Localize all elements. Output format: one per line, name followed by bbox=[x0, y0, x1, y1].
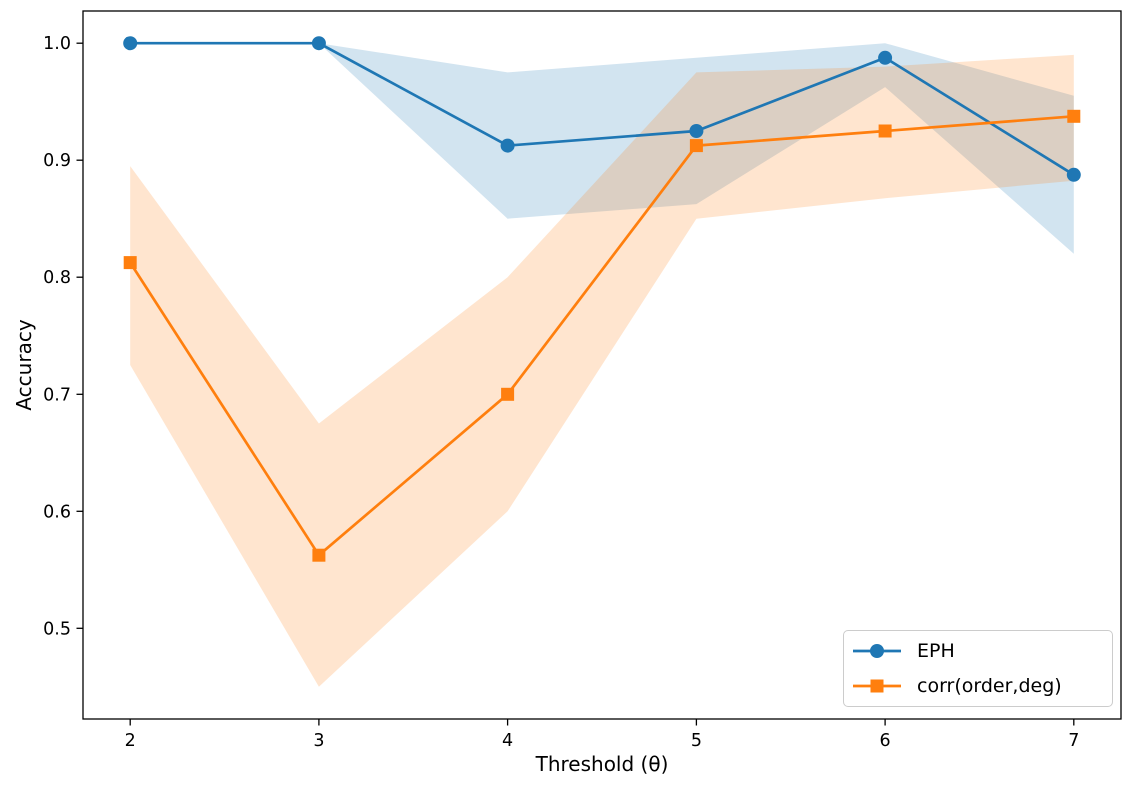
marker-corr(order,deg) bbox=[878, 124, 892, 138]
y-tick-label: 1.0 bbox=[43, 34, 71, 54]
line-EPH bbox=[128, 41, 1076, 177]
y-axis-label: Accuracy bbox=[12, 319, 36, 411]
marker-corr(order,deg) bbox=[312, 548, 326, 562]
y-tick-label: 0.8 bbox=[43, 268, 71, 288]
x-tick-label: 6 bbox=[880, 731, 891, 751]
legend-item: EPH bbox=[852, 638, 1112, 664]
band-corr(order,deg) bbox=[130, 54, 1074, 687]
marker-EPH bbox=[500, 138, 515, 153]
legend-circle-sample bbox=[853, 644, 901, 658]
x-tick-label: 5 bbox=[691, 731, 702, 751]
x-tick-label: 3 bbox=[313, 731, 324, 751]
legend-label: EPH bbox=[917, 640, 955, 662]
legend-item: corr(order,deg) bbox=[852, 673, 1112, 699]
y-tick-label: 0.5 bbox=[43, 619, 71, 639]
marker-corr(order,deg) bbox=[689, 139, 703, 153]
y-tick-label: 0.9 bbox=[43, 151, 71, 171]
marker-EPH bbox=[311, 36, 326, 51]
legend-square-sample bbox=[853, 679, 901, 693]
marker-EPH bbox=[878, 50, 893, 65]
marker-EPH bbox=[123, 36, 138, 51]
x-tick-label: 2 bbox=[125, 731, 136, 751]
legend-label: corr(order,deg) bbox=[917, 675, 1062, 697]
marker-corr(order,deg) bbox=[1067, 109, 1081, 123]
x-tick-label: 7 bbox=[1068, 731, 1079, 751]
y-tick-label: 0.6 bbox=[43, 502, 71, 522]
marker-corr(order,deg) bbox=[123, 256, 137, 270]
y-tick-label: 0.7 bbox=[43, 385, 71, 405]
marker-corr(order,deg) bbox=[501, 387, 515, 401]
line-corr(order,deg) bbox=[128, 114, 1076, 557]
x-axis-label: Threshold (θ) bbox=[535, 752, 669, 776]
legend: EPH corr(order,deg) bbox=[843, 630, 1113, 707]
x-tick-label: 4 bbox=[502, 731, 513, 751]
band-EPH bbox=[130, 43, 1074, 254]
marker-EPH bbox=[1066, 167, 1081, 182]
marker-EPH bbox=[689, 124, 704, 138]
axes-frame bbox=[82, 10, 1122, 720]
